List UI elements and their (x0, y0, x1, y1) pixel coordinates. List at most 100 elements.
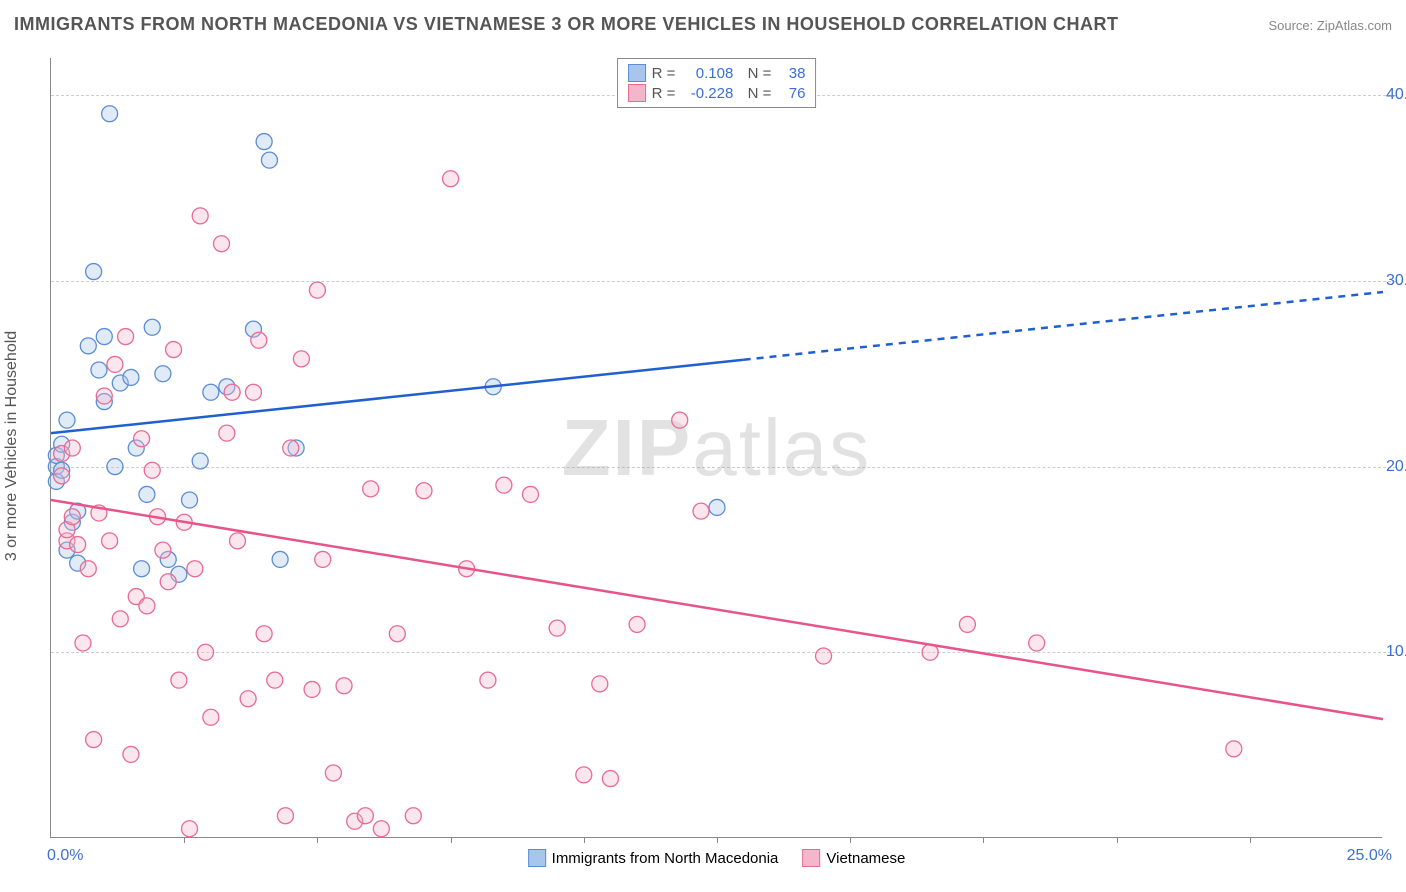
legend-item-2: Vietnamese (802, 849, 905, 867)
data-point (277, 808, 293, 824)
data-point (256, 134, 272, 150)
data-point (592, 676, 608, 692)
data-point (80, 338, 96, 354)
data-point (1226, 741, 1242, 757)
data-point (171, 672, 187, 688)
data-point (54, 468, 70, 484)
data-point (240, 691, 256, 707)
data-point (523, 486, 539, 502)
y-axis-title: 3 or more Vehicles in Household (3, 331, 21, 561)
x-minor-tick (451, 837, 452, 843)
series-legend: Immigrants from North Macedonia Vietname… (528, 849, 906, 867)
data-point (416, 483, 432, 499)
data-point (389, 626, 405, 642)
data-point (1029, 635, 1045, 651)
data-point (96, 329, 112, 345)
data-point (80, 561, 96, 577)
data-point (203, 709, 219, 725)
data-point (709, 499, 725, 515)
trend-line-solid (51, 500, 1383, 719)
data-point (373, 821, 389, 837)
data-point (182, 821, 198, 837)
source-label: Source: ZipAtlas.com (1268, 18, 1392, 33)
data-point (283, 440, 299, 456)
data-point (70, 537, 86, 553)
legend-r-value-1: 0.108 (681, 65, 733, 82)
legend-r-label-1: R = (652, 65, 676, 82)
legend-bottom-swatch-2 (802, 849, 820, 867)
data-point (187, 561, 203, 577)
data-point (405, 808, 421, 824)
data-point (192, 453, 208, 469)
data-point (118, 329, 134, 345)
trend-line-dashed (744, 292, 1383, 360)
y-tick-label: 40.0% (1386, 86, 1406, 104)
x-minor-tick (983, 837, 984, 843)
data-point (959, 616, 975, 632)
data-point (245, 384, 261, 400)
x-tick-label-0: 0.0% (47, 847, 83, 865)
data-point (203, 384, 219, 400)
data-point (64, 509, 80, 525)
x-minor-tick (184, 837, 185, 843)
data-point (139, 486, 155, 502)
legend-n-value-2: 76 (777, 85, 805, 102)
x-minor-tick (850, 837, 851, 843)
data-point (64, 440, 80, 456)
data-point (198, 644, 214, 660)
data-point (160, 574, 176, 590)
legend-row-series-1: R = 0.108 N = 38 (628, 63, 806, 83)
data-point (267, 672, 283, 688)
data-point (496, 477, 512, 493)
x-minor-tick (584, 837, 585, 843)
data-point (272, 551, 288, 567)
legend-r-value-2: -0.228 (681, 85, 733, 102)
data-point (229, 533, 245, 549)
data-point (261, 152, 277, 168)
data-point (336, 678, 352, 694)
data-point (293, 351, 309, 367)
legend-swatch-2 (628, 84, 646, 102)
x-minor-tick (317, 837, 318, 843)
x-minor-tick (717, 837, 718, 843)
legend-bottom-label-2: Vietnamese (826, 850, 905, 867)
data-point (123, 746, 139, 762)
data-point (357, 808, 373, 824)
chart-title: IMMIGRANTS FROM NORTH MACEDONIA VS VIETN… (14, 14, 1119, 35)
title-bar: IMMIGRANTS FROM NORTH MACEDONIA VS VIETN… (14, 14, 1392, 35)
data-point (304, 681, 320, 697)
legend-r-label-2: R = (652, 85, 676, 102)
data-point (480, 672, 496, 688)
data-point (219, 425, 235, 441)
legend-bottom-swatch-1 (528, 849, 546, 867)
data-point (134, 561, 150, 577)
legend-swatch-1 (628, 64, 646, 82)
data-point (576, 767, 592, 783)
data-point (123, 369, 139, 385)
legend-n-label-1: N = (739, 65, 771, 82)
data-point (816, 648, 832, 664)
legend-n-value-1: 38 (777, 65, 805, 82)
data-point (672, 412, 688, 428)
correlation-legend: R = 0.108 N = 38 R = -0.228 N = 76 (617, 58, 817, 108)
data-point (91, 362, 107, 378)
data-point (213, 236, 229, 252)
data-point (549, 620, 565, 636)
data-point (134, 431, 150, 447)
data-point (192, 208, 208, 224)
data-point (144, 319, 160, 335)
data-point (251, 332, 267, 348)
data-point (315, 551, 331, 567)
data-point (144, 462, 160, 478)
data-point (102, 533, 118, 549)
data-point (75, 635, 91, 651)
data-point (112, 611, 128, 627)
data-point (166, 342, 182, 358)
legend-item-1: Immigrants from North Macedonia (528, 849, 779, 867)
data-point (102, 106, 118, 122)
x-tick-label-1: 25.0% (1347, 847, 1392, 865)
legend-bottom-label-1: Immigrants from North Macedonia (552, 850, 779, 867)
legend-row-series-2: R = -0.228 N = 76 (628, 83, 806, 103)
data-point (693, 503, 709, 519)
data-point (107, 459, 123, 475)
